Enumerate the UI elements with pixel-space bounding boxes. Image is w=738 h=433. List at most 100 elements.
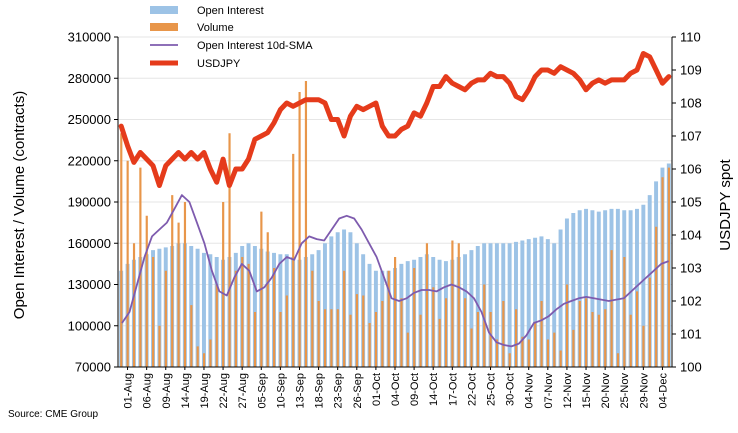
- volume-bar: [451, 240, 454, 367]
- x-tick-label: 25-Oct: [486, 373, 498, 406]
- volume-bar: [578, 301, 581, 367]
- left-tick-label: 70000: [75, 360, 111, 375]
- volume-bar: [655, 226, 658, 367]
- volume-bar: [183, 202, 187, 367]
- open-interest-bar: [603, 210, 608, 367]
- volume-bar: [374, 312, 378, 367]
- x-tick-label: 14-Oct: [428, 373, 440, 406]
- series-lines: [118, 51, 672, 348]
- open-interest-bar: [329, 236, 334, 367]
- x-tick-label: 23-Sep: [333, 373, 345, 408]
- open-interest-bar: [335, 232, 340, 367]
- right-tick-label: 103: [680, 261, 702, 276]
- left-tick-label: 100000: [68, 318, 111, 333]
- open-interest-bar: [437, 259, 442, 367]
- x-tick-label: 25-Nov: [619, 373, 631, 409]
- volume-bar: [413, 268, 416, 367]
- volume-bar: [158, 325, 161, 367]
- x-tick-label: 26-Sep: [352, 373, 364, 408]
- open-interest-bar: [641, 204, 646, 367]
- left-tick-label: 160000: [68, 236, 111, 251]
- open-interest-bar: [469, 250, 474, 367]
- volume-bar: [343, 270, 346, 367]
- x-tick-label: 04-Dec: [657, 373, 669, 409]
- open-interest-bar: [545, 239, 550, 367]
- volume-bar: [553, 332, 556, 367]
- left-tick-label: 220000: [68, 153, 111, 168]
- volume-bar: [661, 177, 664, 367]
- legend-swatch-open-interest: [150, 6, 178, 14]
- right-y-ticks: 110 109 108 107 106 105 104 103 102 101 100: [672, 30, 702, 375]
- volume-bar: [247, 263, 250, 367]
- left-tick-label: 190000: [68, 195, 111, 210]
- open-interest-bar: [520, 240, 525, 367]
- volume-bar: [202, 353, 206, 367]
- volume-bar: [304, 81, 308, 367]
- volume-bar: [540, 301, 543, 367]
- volume-bar: [164, 270, 167, 367]
- volume-bar: [502, 301, 505, 367]
- right-tick-label: 107: [680, 129, 702, 144]
- volume-bar: [425, 243, 429, 367]
- volume-bar: [667, 167, 671, 367]
- volume-bar: [132, 243, 136, 367]
- volume-bar: [483, 284, 486, 367]
- open-interest-bar: [405, 261, 410, 367]
- open-interest-bar: [514, 241, 518, 367]
- volume-bars: [120, 81, 671, 367]
- volume-bar: [489, 312, 492, 367]
- open-interest-bar: [577, 210, 582, 367]
- volume-bar: [266, 232, 269, 367]
- left-tick-label: 250000: [68, 112, 111, 127]
- x-tick-label: 17-Oct: [447, 373, 459, 406]
- volume-bar: [177, 222, 180, 367]
- x-tick-label: 22-Oct: [466, 373, 478, 406]
- volume-bar: [438, 318, 441, 367]
- volume-bar: [273, 268, 276, 367]
- open-interest-bar: [157, 248, 162, 367]
- volume-bar: [349, 314, 352, 367]
- open-interest-bar: [348, 232, 353, 367]
- volume-bar: [648, 277, 651, 367]
- volume-bar: [559, 350, 562, 367]
- right-tick-label: 108: [680, 96, 702, 111]
- volume-bar: [317, 301, 320, 367]
- open-interest-bar: [322, 243, 327, 367]
- right-axis-title: USDJPY spot: [717, 158, 734, 250]
- left-tick-label: 280000: [68, 71, 111, 86]
- open-interest-bar: [367, 263, 372, 367]
- volume-bar: [292, 153, 295, 367]
- legend-label-volume: Volume: [197, 22, 234, 34]
- x-tick-label: 12-Nov: [562, 373, 574, 409]
- right-tick-label: 101: [680, 327, 702, 342]
- x-tick-label: 20-Nov: [600, 373, 612, 409]
- volume-bar: [253, 312, 257, 367]
- volume-bar: [234, 270, 237, 367]
- volume-bar: [394, 257, 397, 367]
- open-interest-bar: [596, 211, 601, 367]
- volume-bar: [572, 329, 575, 367]
- volume-bar: [616, 353, 620, 367]
- open-interest-bar: [252, 246, 257, 367]
- legend-label-open-interest: Open Interest: [197, 5, 264, 17]
- volume-bar: [285, 295, 288, 367]
- left-tick-label: 310000: [68, 30, 111, 45]
- volume-bar: [139, 167, 142, 367]
- volume-bar: [120, 133, 123, 367]
- volume-bar: [311, 270, 314, 367]
- right-tick-label: 110: [680, 30, 701, 45]
- volume-bar: [228, 133, 231, 367]
- volume-bar: [330, 309, 333, 367]
- volume-bar: [623, 257, 626, 367]
- volume-bar: [368, 323, 371, 367]
- x-tick-label: 30-Oct: [505, 373, 517, 406]
- left-tick-label: 130000: [68, 277, 111, 292]
- left-y-ticks: 310000 280000 250000 220000 190000 160000 1300…: [68, 30, 118, 375]
- volume-bar: [381, 301, 384, 367]
- x-tick-label: 05-Sep: [256, 373, 268, 408]
- open-interest-bar: [558, 229, 563, 367]
- right-tick-label: 105: [680, 195, 702, 210]
- volume-bar: [635, 291, 639, 367]
- right-tick-label: 100: [680, 360, 702, 375]
